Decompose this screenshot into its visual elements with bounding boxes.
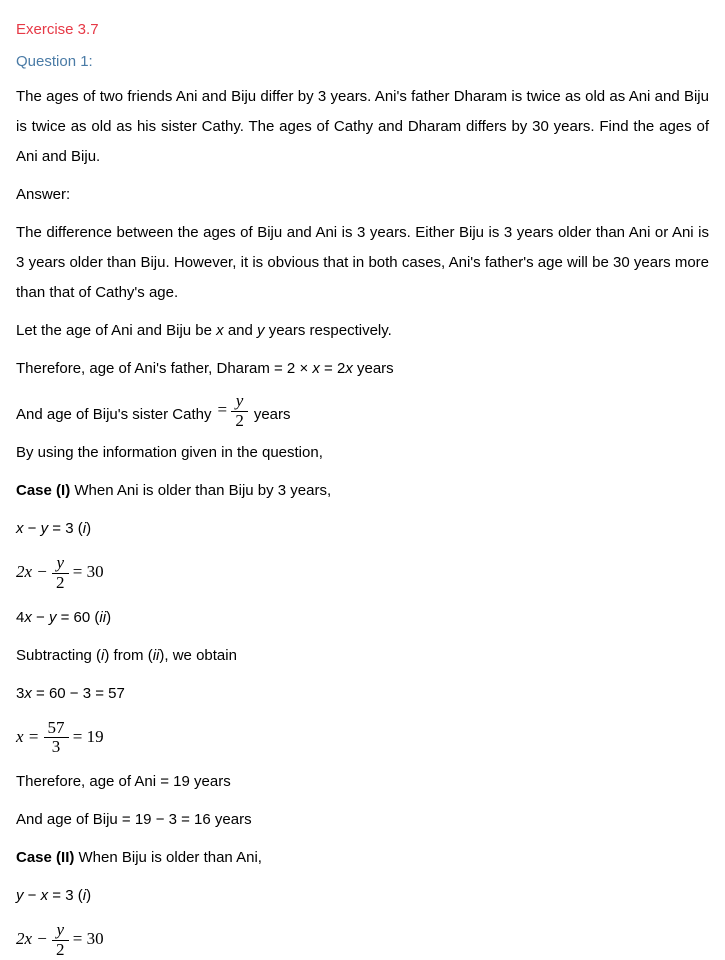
let-and: and	[224, 322, 257, 339]
therefore-b: years	[353, 360, 394, 377]
eq1-y: y	[41, 520, 49, 537]
eq2-post: = 30	[69, 562, 104, 581]
eq1-eq: = 3 (	[48, 520, 83, 537]
eq6-mid: −	[24, 887, 41, 904]
sub-b: ), we obtain	[159, 647, 237, 664]
eq7-num: y	[52, 921, 69, 941]
case2-line: Case (II) When Biju is older than Ani,	[16, 843, 709, 873]
biju-age-line: And age of Biju = 19 − 3 = 16 years	[16, 805, 709, 835]
case1-line: Case (I) When Ani is older than Biju by …	[16, 476, 709, 506]
eq4-line: 3x = 60 − 3 = 57	[16, 679, 709, 709]
sub-mid: ) from (	[104, 647, 152, 664]
let-x: x	[216, 322, 224, 339]
eq2-pre: 2x −	[16, 562, 52, 581]
therefore-x2: x	[345, 360, 353, 377]
question-text: The ages of two friends Ani and Biju dif…	[16, 82, 709, 172]
let-y: y	[257, 322, 265, 339]
eq6-b: = 3 (	[48, 887, 83, 904]
case2-label: Case (II)	[16, 849, 74, 866]
cathy-frac-eq: = y2	[217, 392, 247, 430]
eq2-block: 2x − y2 = 30	[16, 554, 709, 592]
therefore-line: Therefore, age of Ani's father, Dharam =…	[16, 354, 709, 384]
eq2-num: y	[52, 554, 69, 574]
case1-text: When Ani is older than Biju by 3 years,	[70, 482, 331, 499]
eq1-line: x − y = 3 (i)	[16, 514, 709, 544]
info-line: By using the information given in the qu…	[16, 438, 709, 468]
eq5-num: 57	[44, 719, 69, 739]
eq5-pre: x =	[16, 727, 44, 746]
answer-label: Answer:	[16, 180, 709, 210]
answer-paragraph-1: The difference between the ages of Biju …	[16, 218, 709, 308]
eq6-line: y − x = 3 (i)	[16, 881, 709, 911]
therefore-a: Therefore, age of Ani's father, Dharam =…	[16, 360, 312, 377]
exercise-title: Exercise 3.7	[16, 18, 709, 42]
therefore-x: x	[312, 360, 320, 377]
eq5-den: 3	[44, 738, 69, 757]
eq7-post: = 30	[69, 929, 104, 948]
therefore-mid: = 2	[320, 360, 345, 377]
eq1-close: )	[86, 520, 91, 537]
eq6-close: )	[86, 887, 91, 904]
eq3-b: = 60 (	[56, 609, 99, 626]
case2-text: When Biju is older than Ani,	[74, 849, 262, 866]
question-label: Question 1:	[16, 50, 709, 74]
eq7-pre: 2x −	[16, 929, 52, 948]
let-b: years respectively.	[265, 322, 392, 339]
eq6-x: x	[41, 887, 49, 904]
eq3-close: )	[106, 609, 111, 626]
eq3-x: x	[24, 609, 32, 626]
frac-num-y: y	[231, 392, 248, 412]
sub-a: Subtracting (	[16, 647, 101, 664]
eq5-post: = 19	[69, 727, 104, 746]
sub-line: Subtracting (i) from (ii), we obtain	[16, 641, 709, 671]
cathy-b: years	[254, 400, 291, 430]
frac-den-2: 2	[231, 412, 248, 431]
ani-age-line: Therefore, age of Ani = 19 years	[16, 767, 709, 797]
eq4-x: x	[24, 685, 32, 702]
eq1-x: x	[16, 520, 24, 537]
let-line: Let the age of Ani and Biju be x and y y…	[16, 316, 709, 346]
cathy-a: And age of Biju's sister Cathy	[16, 400, 211, 430]
eq7-block: 2x − y2 = 30	[16, 921, 709, 959]
eq3-line: 4x − y = 60 (ii)	[16, 603, 709, 633]
eq2-den: 2	[52, 574, 69, 593]
eq5-block: x = 573 = 19	[16, 719, 709, 757]
eq3-mid: −	[32, 609, 49, 626]
eq4-b: = 60 − 3 = 57	[32, 685, 125, 702]
cathy-line: And age of Biju's sister Cathy = y2 year…	[16, 392, 709, 430]
let-a: Let the age of Ani and Biju be	[16, 322, 216, 339]
case1-label: Case (I)	[16, 482, 70, 499]
eq6-y: y	[16, 887, 24, 904]
eq1-mid: −	[24, 520, 41, 537]
eq7-den: 2	[52, 941, 69, 960]
